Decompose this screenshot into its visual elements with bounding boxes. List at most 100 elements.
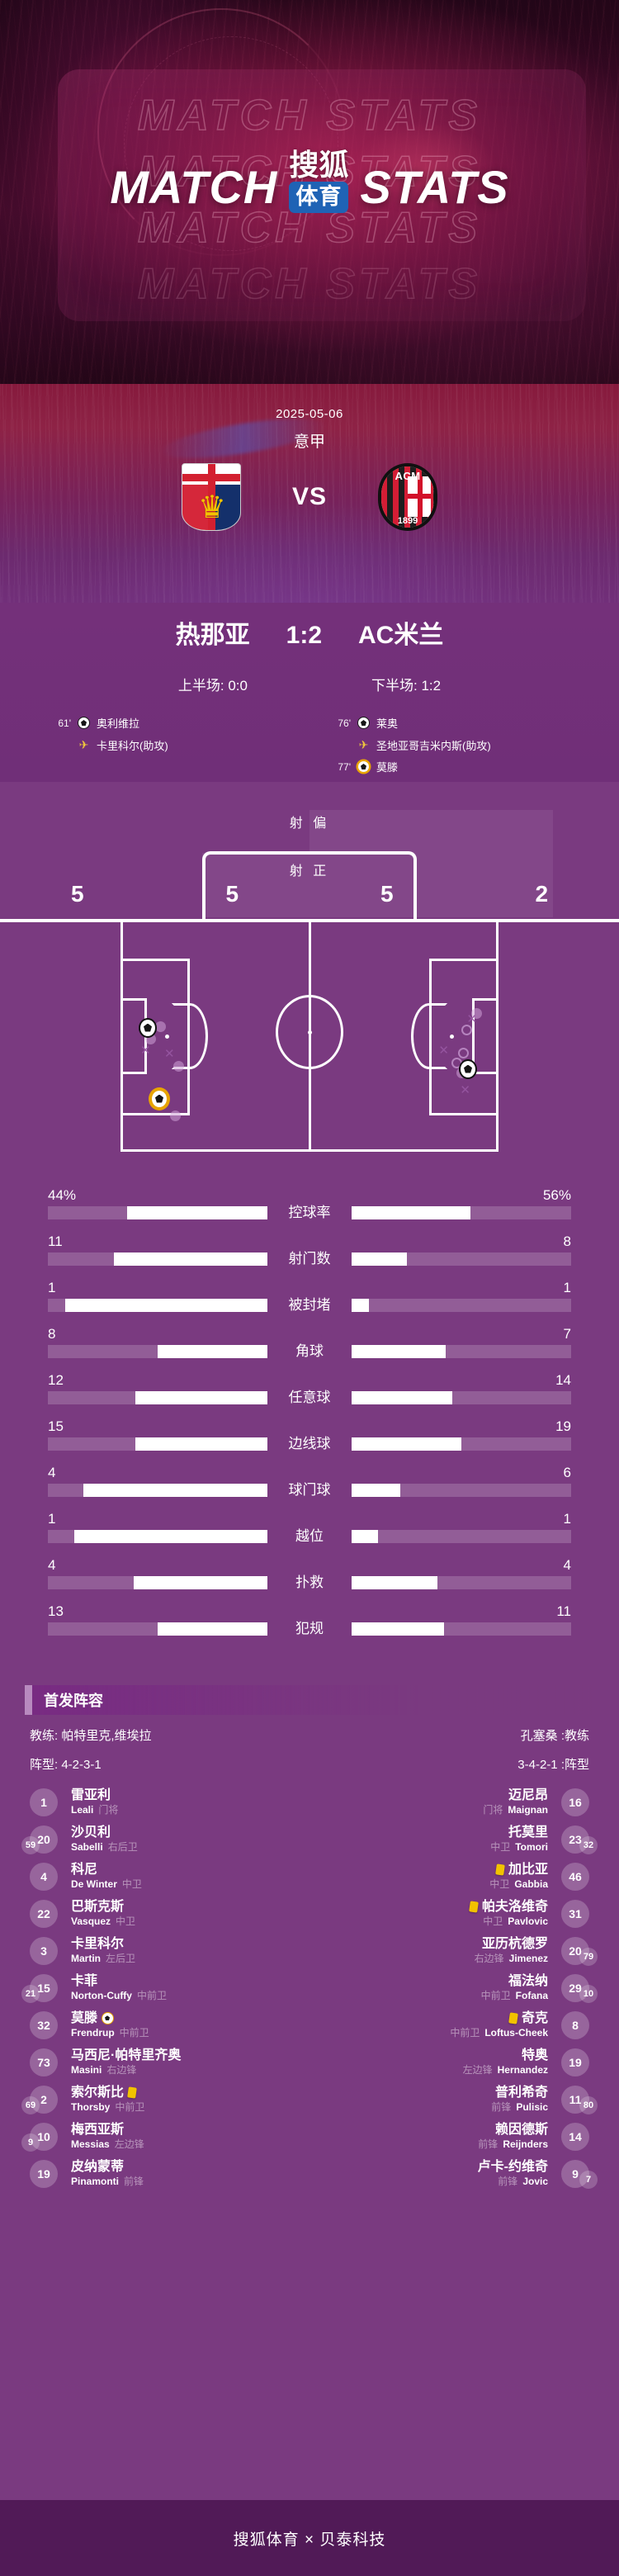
player-info: 沙贝利 Sabelli 右后卫 (71, 1825, 310, 1854)
footer-bar: 搜狐体育 × 贝泰科技 (0, 2500, 619, 2576)
first-half-score: 上半场: 0:0 (177, 678, 248, 694)
lineup-section: 首发阵容 教练: 帕特里克,维埃拉 孔塞桑 :教练 阵型: 4-2-3-1 3-… (0, 1678, 619, 2226)
home-stat-track (48, 1437, 267, 1451)
player-info: 莫滕 Frendrup 中前卫 (71, 2011, 310, 2040)
player-row[interactable]: 9 7 卢卡-约维奇 前锋 Jovic (310, 2156, 598, 2193)
player-row[interactable]: 22 巴斯克斯 Vasquez 中卫 (25, 1896, 310, 1933)
home-stat-track (48, 1205, 267, 1219)
player-name-en: Jovic (522, 2175, 548, 2187)
player-row[interactable]: 15 21 卡菲 Norton-Cuffy 中前卫 (21, 1970, 310, 2007)
player-row[interactable]: 16 迈尼昂 门将 Maignan (310, 1784, 594, 1821)
home-stat-value: 12 (48, 1371, 64, 1388)
player-info: 皮纳蒙蒂 Pinamonti 前锋 (71, 2160, 310, 2189)
stat-label: 球门球 (288, 1481, 331, 1498)
page-title: MATCH 搜狐 体育 STATS (0, 150, 619, 216)
player-row[interactable]: 20 59 沙贝利 Sabelli 右后卫 (21, 1821, 310, 1859)
shot-marker (155, 1020, 166, 1032)
shot-summary-header: 射 偏 射 正 5 5 5 2 (0, 805, 619, 921)
goal-frame-graphic (202, 850, 417, 921)
player-meta: 右边锋 Jimenez (310, 1953, 548, 1966)
substitution-minute: 10 (579, 1985, 598, 2003)
player-row[interactable]: 2 69 索尔斯比 Thorsby 中前卫 (21, 2081, 310, 2119)
vs-label: VS (291, 483, 328, 510)
player-row[interactable]: 8 奇克 中前卫 Loftus-Cheek (310, 2007, 594, 2044)
player-position: 右后卫 (107, 1840, 138, 1853)
player-name-cn: 梅西亚斯 (71, 2123, 310, 2138)
football-icon (357, 717, 370, 729)
player-name-en: De Winter (71, 1878, 117, 1890)
player-row[interactable]: 3 卡里科尔 Martin 左后卫 (25, 1933, 310, 1970)
home-stat-fill (135, 1390, 267, 1404)
player-row[interactable]: 32 莫滕 Frendrup 中前卫 (25, 2007, 310, 2044)
player-row[interactable]: 46 加比亚 中卫 Gabbia (310, 1859, 594, 1896)
lineup-section-title: 首发阵容 (25, 1684, 594, 1715)
player-row[interactable]: 1 雷亚利 Leali 门将 (25, 1784, 310, 1821)
player-name-text: 特奥 (521, 2048, 548, 2062)
player-row[interactable]: 19 特奥 左边锋 Hernandez (310, 2044, 594, 2081)
home-stat-bar: 13 (48, 1604, 267, 1636)
player-number: 4 (30, 1863, 58, 1891)
yellow-card-icon (127, 2086, 137, 2099)
player-name-cn: 皮纳蒙蒂 (71, 2160, 310, 2175)
shot-counts-row: 5 5 5 2 (0, 881, 619, 907)
player-position: 中卫 (116, 1915, 136, 1927)
player-name-text: 索尔斯比 (71, 2085, 125, 2100)
shot-marker (458, 1047, 469, 1058)
player-name-en: Sabelli (71, 1840, 103, 1853)
player-row[interactable]: 19 皮纳蒙蒂 Pinamonti 前锋 (25, 2156, 310, 2193)
match-info-section: 2025-05-06 意甲 ♛ VS ACM 1899 (0, 384, 619, 603)
goal-event-row: 76' 莱奥 (329, 716, 569, 732)
away-stat-bar: 19 (352, 1419, 571, 1451)
shot-miss-marker: ✕ (140, 1043, 151, 1058)
shot-shade-right (310, 809, 553, 917)
stat-row: 8 角球 7 (48, 1327, 571, 1358)
player-row[interactable]: 14 赖因德斯 前锋 Reijnders (310, 2119, 594, 2156)
home-coach: 教练: 帕特里克,维埃拉 (30, 1728, 152, 1743)
player-row[interactable]: 29 10 福法纳 中前卫 Fofana (310, 1970, 598, 2007)
player-name-en: Pavlovic (508, 1915, 548, 1927)
player-number-group: 29 10 (556, 1974, 598, 2003)
player-row[interactable]: 11 80 普利希奇 前锋 Pulisic (310, 2081, 598, 2119)
player-meta: 中前卫 Fofana (310, 1990, 548, 2003)
player-number-group: 22 (25, 1900, 63, 1928)
player-meta: Martin 左后卫 (71, 1953, 310, 1966)
player-meta: 中卫 Pavlovic (310, 1915, 548, 1929)
player-row[interactable]: 31 帕夫洛维奇 中卫 Pavlovic (310, 1896, 594, 1933)
goal-marker (459, 1058, 477, 1079)
player-name-cn: 托莫里 (310, 1825, 548, 1840)
home-stat-value: 11 (48, 1233, 63, 1249)
player-row[interactable]: 23 32 托莫里 中卫 Tomori (310, 1821, 598, 1859)
away-stat-bar: 7 (352, 1327, 571, 1358)
player-row[interactable]: 10 9 梅西亚斯 Messias 左边锋 (21, 2119, 310, 2156)
substitution-minute: 32 (579, 1836, 598, 1854)
player-name-cn: 加比亚 (310, 1863, 548, 1878)
player-meta: 前锋 Reijnders (310, 2138, 548, 2152)
home-shots-on: 5 (225, 880, 239, 907)
substitution-minute: 9 (21, 2133, 40, 2152)
player-row[interactable]: 73 马西尼·帕特里齐奥 Masini 右边锋 (25, 2044, 310, 2081)
player-number: 73 (30, 2048, 58, 2076)
player-info: 索尔斯比 Thorsby 中前卫 (71, 2086, 310, 2114)
shot-miss-marker: ✕ (466, 1011, 477, 1026)
home-goal-events: 61' 奥利维拉 ✈ 卡里科尔(助攻) (50, 716, 310, 782)
player-row[interactable]: 4 科尼 De Winter 中卫 (25, 1859, 310, 1896)
player-info: 亚历杭德罗 右边锋 Jimenez (310, 1937, 548, 1966)
hero-arc-decoration (97, 8, 345, 256)
shot-marker (461, 1024, 472, 1035)
away-stat-value: 6 (563, 1464, 571, 1480)
away-stat-bar: 8 (352, 1234, 571, 1266)
away-stat-fill (352, 1205, 470, 1219)
stat-row: 11 射门数 8 (48, 1234, 571, 1266)
home-stat-value: 4 (48, 1464, 56, 1480)
player-position: 中卫 (489, 1878, 510, 1890)
player-name-en: Fofana (515, 1989, 548, 2001)
player-position: 前锋 (491, 2100, 512, 2113)
player-info: 梅西亚斯 Messias 左边锋 (71, 2123, 310, 2152)
player-position: 中前卫 (480, 1989, 511, 2001)
player-row[interactable]: 20 79 亚历杭德罗 右边锋 Jimenez (310, 1933, 598, 1970)
stat-label: 角球 (295, 1342, 324, 1359)
player-name-en: Hernandez (497, 2063, 548, 2076)
players-grid: 1 雷亚利 Leali 门将 20 59 沙贝利 Sabelli 右后卫 4 科尼 De Winter… (21, 1784, 598, 2193)
home-stat-fill (158, 1622, 267, 1636)
player-meta: 中卫 Gabbia (310, 1878, 548, 1892)
